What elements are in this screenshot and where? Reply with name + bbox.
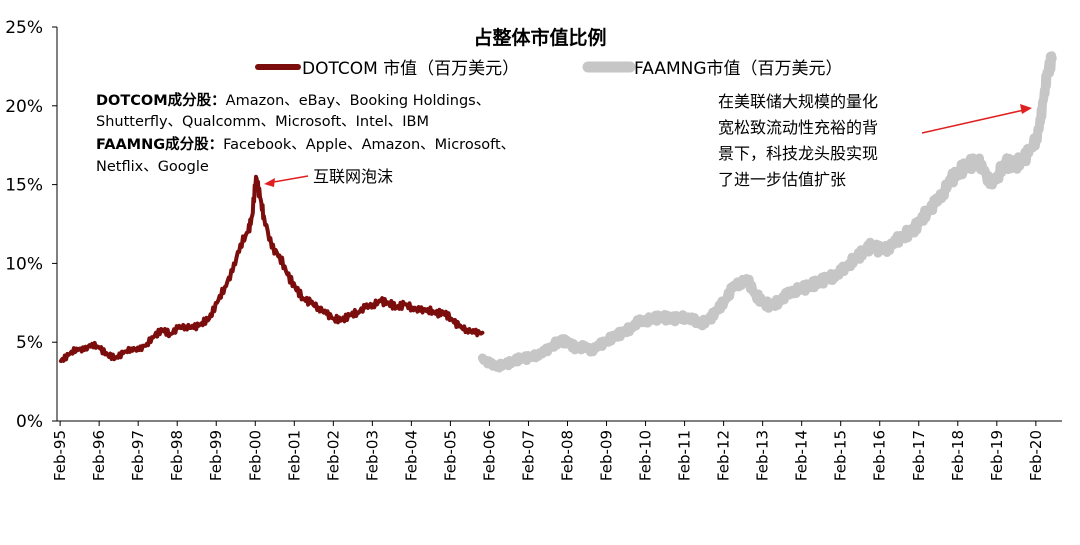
x-tick-label: Feb-03 (363, 430, 381, 481)
x-tick-label: Feb-12 (715, 430, 733, 481)
series-line-dotcom (58, 174, 485, 364)
x-tick-label: Feb-13 (754, 430, 772, 481)
legend-label-faamng: FAAMNG市值（百万美元） (634, 59, 843, 79)
note-label-dotcom: DOTCOM成分股： (96, 91, 226, 109)
x-tick-label: Feb-96 (90, 430, 108, 481)
note-line-4: Netflix、Google (96, 159, 209, 175)
x-tick-label: Feb-14 (793, 430, 811, 481)
x-tick-label: Feb-09 (598, 430, 616, 481)
note-line-3: FAAMNG成分股：Facebook、Apple、Amazon、Microsof… (96, 135, 515, 153)
constituents-note: DOTCOM成分股：Amazon、eBay、Booking Holdings、 … (96, 91, 515, 175)
x-tick-label: Feb-97 (129, 430, 147, 481)
x-tick-label: Feb-01 (285, 430, 303, 481)
x-tick-label: Feb-10 (637, 430, 655, 481)
x-tick-label: Feb-11 (676, 430, 694, 481)
series-line-faamng (477, 51, 1057, 373)
x-tick-label: Feb-06 (480, 430, 498, 481)
y-tick-label: 20% (5, 97, 43, 117)
fed-note-line-3: 景下，科技龙头股实现 (718, 144, 878, 163)
legend-label-dotcom: DOTCOM 市值（百万美元） (302, 59, 519, 79)
note-text-3: Facebook、Apple、Amazon、Microsoft、 (223, 137, 515, 153)
bubble-annotation: 互联网泡沫 (264, 167, 393, 187)
x-tick-label: Feb-18 (949, 430, 967, 481)
fed-note-line-4: 了进一步估值扩张 (718, 170, 846, 189)
x-tick-label: Feb-16 (871, 430, 889, 481)
x-tick-label: Feb-15 (832, 430, 850, 481)
chart-title: 占整体市值比例 (473, 26, 606, 49)
x-tick-label: Feb-04 (402, 430, 420, 481)
note-line-2: Shutterfly、Qualcomm、Microsoft、Intel、IBM (96, 114, 429, 130)
bubble-label: 互联网泡沫 (313, 167, 393, 186)
legend: DOTCOM 市值（百万美元） FAAMNG市值（百万美元） (255, 59, 843, 79)
x-tick-label: Feb-02 (324, 430, 342, 481)
y-tick-label: 15% (5, 176, 43, 196)
x-tick-label: Feb-17 (910, 430, 928, 481)
x-tick-label: Feb-05 (441, 430, 459, 481)
fed-note-line-1: 在美联储大规模的量化 (718, 92, 878, 111)
fed-annotation: 在美联储大规模的量化 宽松致流动性充裕的背 景下，科技龙头股实现 了进一步估值扩… (718, 92, 1032, 189)
note-line-1: DOTCOM成分股：Amazon、eBay、Booking Holdings、 (96, 91, 490, 109)
x-tick-label: Feb-99 (207, 430, 225, 481)
x-tick-label: Feb-00 (246, 430, 264, 481)
note-label-faamng: FAAMNG成分股： (96, 135, 223, 153)
fed-note-line-2: 宽松致流动性充裕的背 (718, 118, 878, 137)
y-tick-label: 25% (5, 18, 43, 38)
y-tick-label: 0% (16, 412, 43, 432)
fed-arrowhead (1020, 104, 1032, 114)
y-tick-label: 10% (5, 254, 43, 274)
x-tick-label: Feb-07 (519, 430, 537, 481)
x-tick-label: Feb-95 (51, 430, 69, 481)
bubble-arrow (267, 175, 309, 184)
x-tick-label: Feb-19 (988, 430, 1006, 481)
x-tick-label: Feb-98 (168, 430, 186, 481)
bubble-arrowhead (264, 178, 275, 187)
x-tick-label: Feb-08 (559, 430, 577, 481)
fed-arrow (921, 109, 1025, 134)
note-text-1: Amazon、eBay、Booking Holdings、 (226, 93, 491, 109)
x-tick-label: Feb-20 (1027, 430, 1045, 481)
y-tick-label: 5% (16, 333, 43, 353)
